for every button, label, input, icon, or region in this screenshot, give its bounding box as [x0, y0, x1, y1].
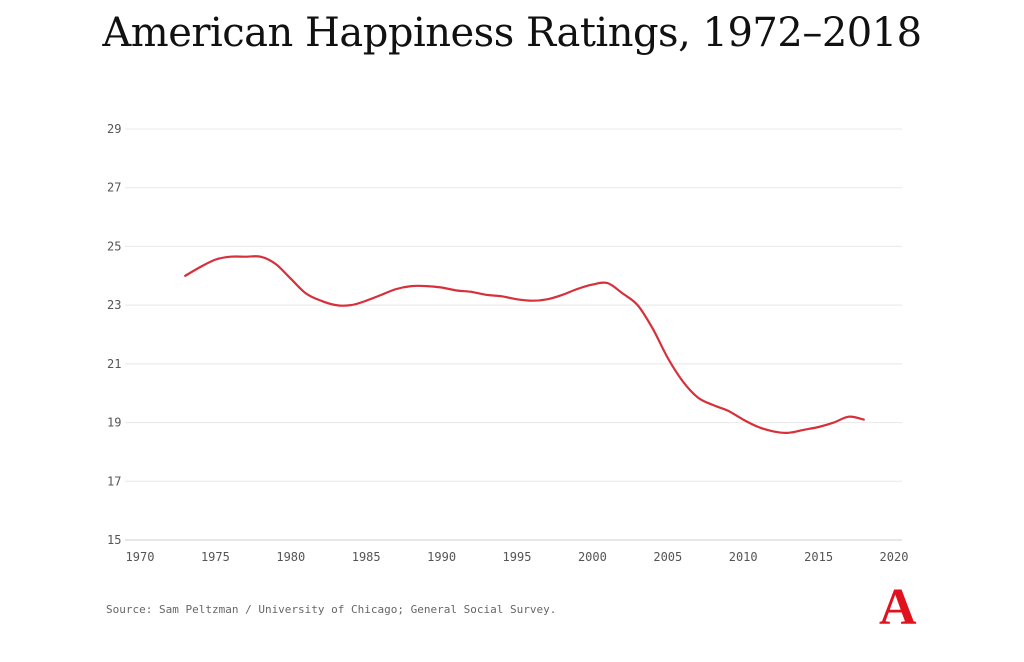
x-axis: 1970 1975 1980 1985 1990 1995 2000 2005 2010 2015…: [126, 550, 909, 564]
y-tick-label: 25: [107, 239, 121, 253]
series-line: [184, 255, 865, 434]
publisher-logo: A: [879, 579, 917, 636]
x-tick-label: 1975: [201, 550, 230, 564]
x-tick-label: 2020: [880, 550, 909, 564]
y-tick-label: 27: [107, 181, 121, 195]
x-tick-label: 2000: [578, 550, 607, 564]
y-tick-label: 15: [107, 533, 121, 547]
x-tick-label: 1980: [276, 550, 305, 564]
y-tick-label: 21: [107, 357, 121, 371]
y-tick-label: 29: [107, 122, 121, 136]
x-tick-label: 1970: [126, 550, 155, 564]
y-tick-label: 23: [107, 298, 121, 312]
x-tick-label: 2005: [653, 550, 682, 564]
series-layer: [184, 255, 865, 434]
chart-title: American Happiness Ratings, 1972–2018: [102, 10, 922, 56]
source-note: Source: Sam Peltzman / University of Chi…: [106, 603, 557, 616]
y-tick-label: 19: [107, 416, 121, 430]
x-tick-label: 1995: [503, 550, 532, 564]
y-tick-label: 17: [107, 474, 121, 488]
grid-lines: [125, 128, 902, 541]
x-tick-label: 1990: [427, 550, 456, 564]
x-tick-label: 1985: [352, 550, 381, 564]
x-tick-label: 2010: [729, 550, 758, 564]
x-tick-label: 2015: [804, 550, 833, 564]
y-axis: 15 17 19 21 23 25 27 29: [107, 122, 121, 547]
